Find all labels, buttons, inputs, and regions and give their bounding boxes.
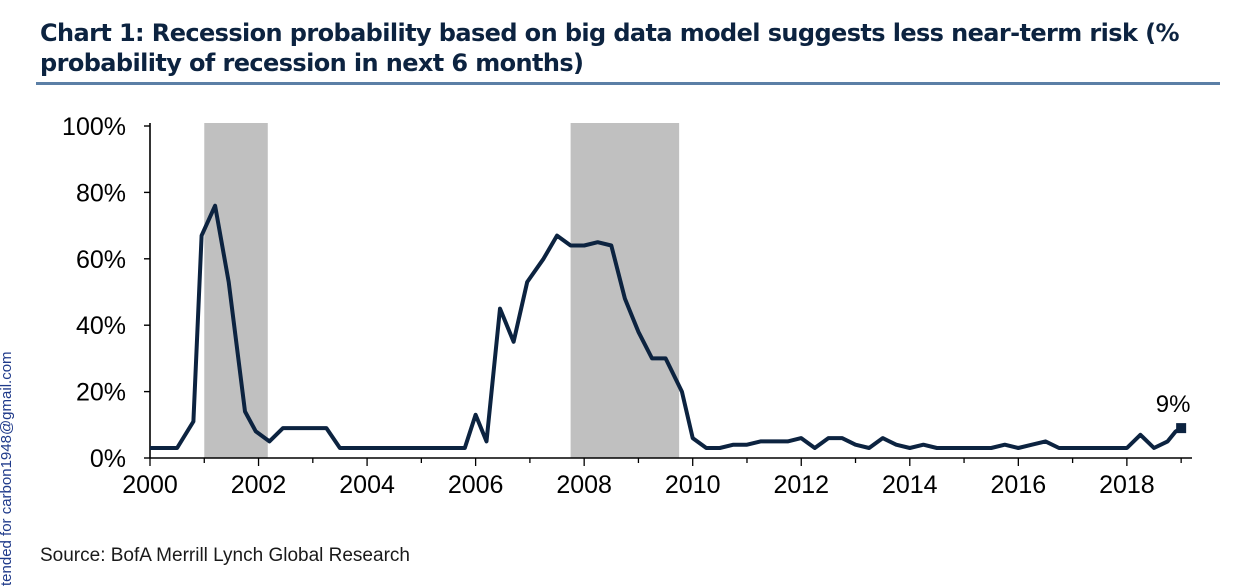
x-tick-label: 2016 <box>991 471 1047 499</box>
axes-group <box>144 123 1192 466</box>
y-tick-label: 20% <box>76 379 126 407</box>
series-line-1 <box>150 203 1183 450</box>
last-value-marker <box>1176 423 1187 434</box>
y-tick-label: 60% <box>76 246 126 274</box>
last-value-label: 9% <box>1156 391 1191 418</box>
tick-labels-group: 0% 20% 40% 60% 80% 100% 2000 2002 2004 2006 2008 20… <box>62 113 1155 499</box>
recession-shading-group <box>204 123 680 458</box>
recession-band-1 <box>204 123 268 458</box>
x-tick-label: 2006 <box>448 471 504 499</box>
series-group <box>150 203 1183 450</box>
x-tick-label: 2018 <box>1099 471 1155 499</box>
x-tick-label: 2004 <box>339 471 395 499</box>
y-tick-label: 80% <box>76 179 126 207</box>
x-tick-label: 2010 <box>665 471 721 499</box>
x-tick-label: 2002 <box>231 471 287 499</box>
title-divider <box>36 82 1220 85</box>
source-note: Source: BofA Merrill Lynch Global Resear… <box>40 545 410 566</box>
side-watermark: tended for carbon1948@gmail.com <box>0 351 15 586</box>
y-tick-label: 100% <box>62 113 126 141</box>
x-tick-label: 2000 <box>122 471 178 499</box>
x-tick-label: 2012 <box>773 471 829 499</box>
y-tick-label: 0% <box>90 445 126 473</box>
y-tick-label: 40% <box>76 312 126 340</box>
chart-title: Chart 1: Recession probability based on … <box>40 19 1180 77</box>
x-tick-label: 2014 <box>882 471 938 499</box>
annotation-group: 9% <box>1156 391 1191 434</box>
x-tick-label: 2008 <box>556 471 612 499</box>
